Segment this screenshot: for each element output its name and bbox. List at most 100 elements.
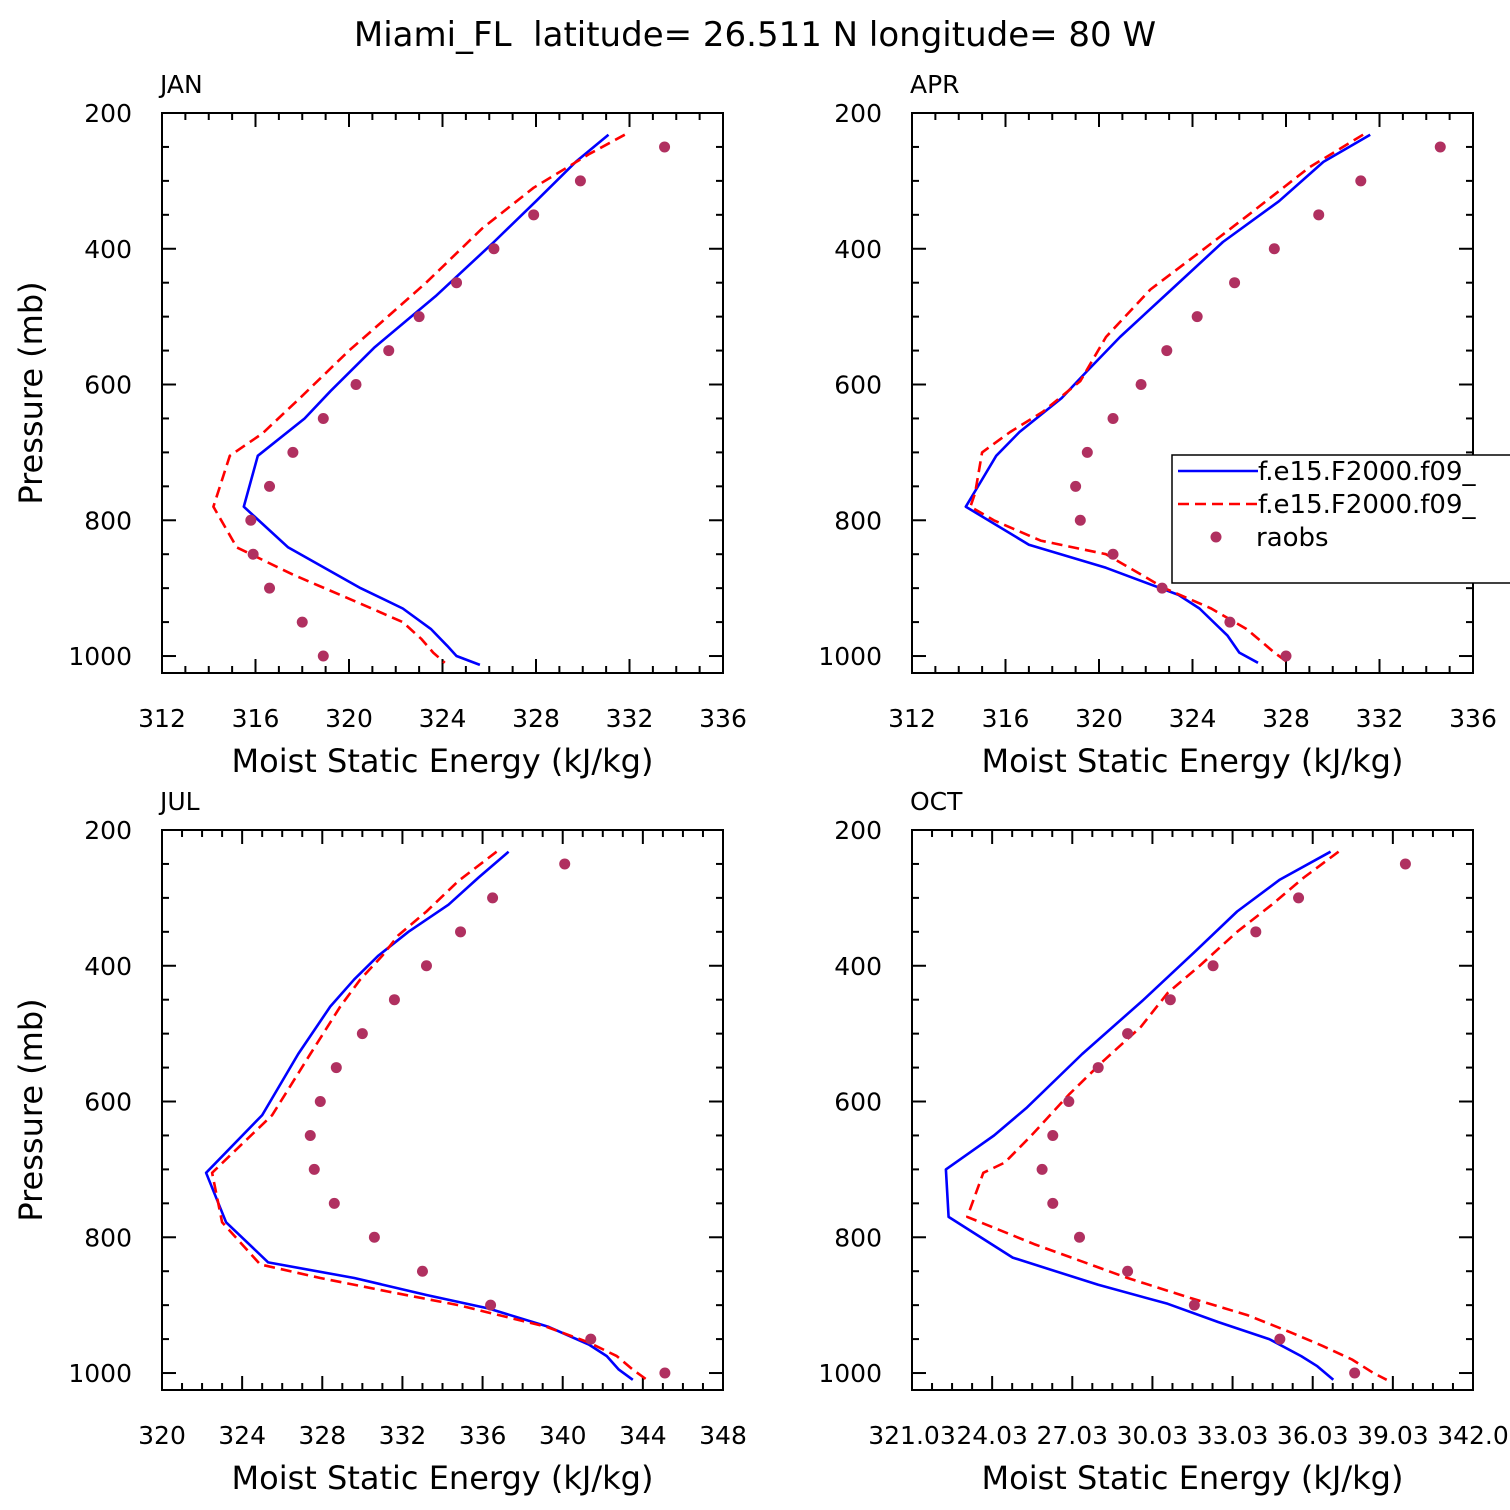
figure-title: Miami_FL latitude= 26.511 N longitude= 8…	[354, 15, 1156, 55]
raobs-point	[1164, 994, 1176, 1006]
y-tick-label: 800	[834, 1223, 882, 1252]
raobs-point	[383, 345, 395, 357]
y-tick-label: 600	[834, 371, 882, 400]
panel-jul: 320 324 328 332 336 340 344 348 200 400 600 800 1000…	[12, 787, 747, 1497]
legend-marker	[1210, 531, 1222, 543]
x-tick-label: 316	[982, 704, 1030, 733]
raobs-point	[296, 616, 308, 628]
raobs-point	[455, 926, 467, 938]
raobs-point	[1399, 858, 1411, 870]
raobs-point	[1107, 548, 1119, 560]
raobs-point	[528, 209, 540, 221]
raobs-point	[1188, 1299, 1200, 1311]
raobs-point	[304, 1129, 316, 1141]
x-tick-label: 328	[512, 704, 560, 733]
model-solid-line	[204, 850, 634, 1381]
x-tick-label: 320	[1075, 704, 1123, 733]
raobs-point	[350, 379, 362, 391]
raobs-point	[1073, 1231, 1085, 1243]
raobs-point	[1191, 311, 1203, 323]
y-tick-label: 200	[834, 816, 882, 845]
raobs-point	[659, 1367, 671, 1379]
x-tick-label: 324	[419, 704, 467, 733]
x-axis-label: Moist Static Energy (kJ/kg)	[232, 742, 654, 780]
x-tick-label: 336	[699, 704, 747, 733]
legend-label: raobs	[1256, 523, 1329, 553]
model-solid-line	[242, 133, 610, 667]
x-tick-label: 312	[888, 704, 936, 733]
x-tick-label: 342.0	[1437, 1421, 1509, 1450]
x-tick-label: 328	[298, 1421, 346, 1450]
raobs-point	[1070, 480, 1082, 492]
raobs-point	[328, 1197, 340, 1209]
raobs-point	[585, 1333, 597, 1345]
raobs-point	[368, 1231, 380, 1243]
y-tick-label: 400	[834, 235, 882, 264]
raobs-point	[1074, 514, 1086, 526]
raobs-point	[1122, 1265, 1134, 1277]
panel-jan: 312 316 320 324 328 332 336 200 400 600 800 1000 JAN…	[12, 70, 747, 780]
x-tick-label: 332	[1356, 704, 1404, 733]
panel-title: OCT	[910, 787, 963, 816]
raobs-point	[1081, 446, 1093, 458]
raobs-point	[451, 277, 463, 289]
raobs-point	[1036, 1163, 1048, 1175]
model-dashed-line	[212, 133, 626, 664]
raobs-point	[1135, 379, 1147, 391]
x-tick-label: 328	[1262, 704, 1310, 733]
model-dashed-line	[210, 850, 648, 1381]
raobs-point	[330, 1062, 342, 1074]
raobs-point	[1274, 1333, 1286, 1345]
raobs-point	[1280, 650, 1292, 662]
raobs-point	[264, 480, 276, 492]
raobs-point	[487, 892, 499, 904]
raobs-point	[245, 514, 257, 526]
raobs-point	[264, 582, 276, 594]
raobs-point	[1047, 1197, 1059, 1209]
panel-title: APR	[910, 70, 960, 99]
raobs-point	[1229, 277, 1241, 289]
y-tick-label: 600	[84, 1088, 132, 1117]
y-tick-label: 400	[834, 952, 882, 981]
y-axis-label: Pressure (mb)	[12, 998, 50, 1221]
raobs-point	[1122, 1028, 1134, 1040]
model-solid-line	[964, 133, 1371, 664]
raobs-point	[247, 548, 259, 560]
raobs-point	[356, 1028, 368, 1040]
x-tick-label: 324	[218, 1421, 266, 1450]
y-tick-label: 1000	[68, 1359, 132, 1388]
y-tick-label: 800	[84, 1223, 132, 1252]
x-axis-label: Moist Static Energy (kJ/kg)	[232, 1459, 654, 1497]
raobs-point	[559, 858, 571, 870]
raobs-point	[488, 243, 500, 255]
raobs-point	[485, 1299, 497, 1311]
x-axis-label: Moist Static Energy (kJ/kg)	[982, 1459, 1404, 1497]
panel-title: JUL	[158, 787, 200, 816]
y-tick-label: 600	[834, 1088, 882, 1117]
x-tick-label: 320	[325, 704, 373, 733]
raobs-point	[1161, 345, 1173, 357]
raobs-point	[287, 446, 299, 458]
raobs-point	[1207, 960, 1219, 972]
legend-label: f.e15.F2000.f09_	[1258, 457, 1476, 487]
x-tick-label: 344	[619, 1421, 667, 1450]
raobs-point	[1250, 926, 1262, 938]
y-tick-label: 200	[84, 99, 132, 128]
y-tick-label: 400	[84, 235, 132, 264]
x-tick-label: 312	[138, 704, 186, 733]
raobs-point	[416, 1265, 428, 1277]
panel-title: JAN	[158, 70, 203, 99]
raobs-point	[1224, 616, 1236, 628]
plot-frame	[911, 112, 1474, 674]
x-tick-label: 332	[606, 704, 654, 733]
y-tick-label: 200	[84, 816, 132, 845]
raobs-point	[1349, 1367, 1361, 1379]
raobs-point	[317, 650, 329, 662]
raobs-point	[1355, 175, 1367, 187]
y-tick-label: 400	[84, 952, 132, 981]
raobs-point	[420, 960, 432, 972]
x-tick-label: 340	[539, 1421, 587, 1450]
y-tick-label: 800	[84, 506, 132, 535]
y-tick-label: 1000	[818, 1359, 882, 1388]
